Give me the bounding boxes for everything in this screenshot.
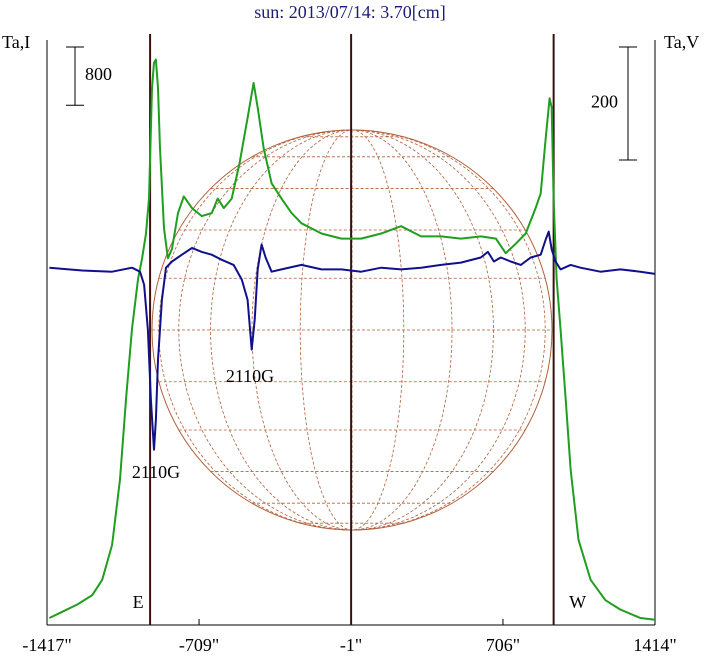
series-line xyxy=(48,58,656,621)
annotation: 2110G xyxy=(226,366,274,386)
y2-axis-label: Ta,V xyxy=(664,32,699,52)
y-axis-label: Ta,I xyxy=(2,32,30,52)
x-tick-label: 1414" xyxy=(633,635,676,655)
x-tick-label: -709" xyxy=(179,635,219,655)
annotation: 2110G xyxy=(132,462,180,482)
chart-title: sun: 2013/07/14: 3.70[cm] xyxy=(254,2,446,22)
x-tick-label: -1" xyxy=(340,635,362,655)
limb-label: E xyxy=(133,592,144,612)
scale-bar-label: 800 xyxy=(85,64,112,84)
scale-bar-label: 200 xyxy=(591,92,618,112)
series-line xyxy=(49,230,656,451)
x-tick-label: -1417" xyxy=(22,635,71,655)
limb-label: W xyxy=(569,592,586,612)
x-tick-label: 706" xyxy=(486,635,520,655)
